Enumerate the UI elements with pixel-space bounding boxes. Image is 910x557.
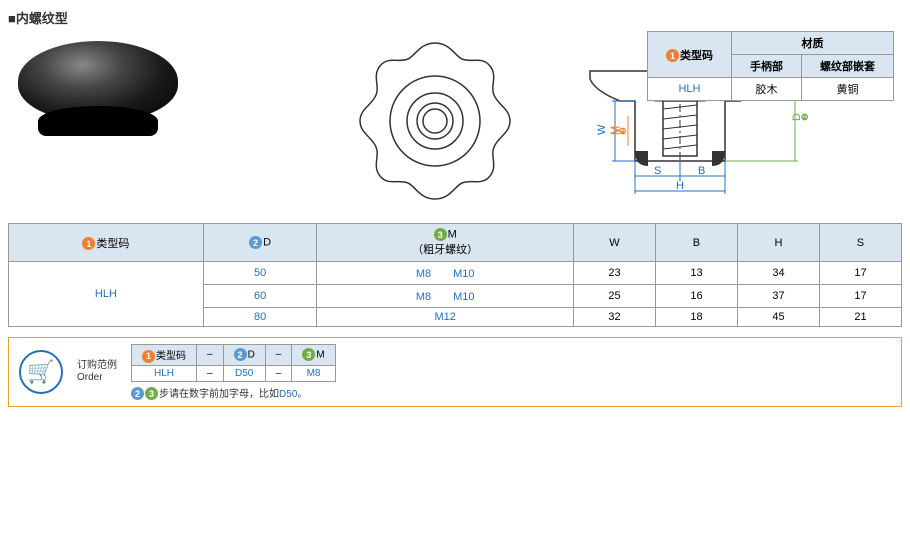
td-B: 16 [655,285,737,308]
td-H: 45 [737,308,819,327]
dim-label-M: M [609,126,621,135]
badge-2-icon: 2 [249,236,262,249]
td-D: 50 [203,262,317,285]
material-table: 1类型码 材质 手柄部 螺纹部嵌套 HLH 胶木 黄铜 [647,31,894,101]
td-H: 34 [737,262,819,285]
td-W: 25 [573,285,655,308]
th-handle: 手柄部 [732,55,802,78]
page-title: ■内螺纹型 [8,8,902,27]
dim-label-S: S [654,165,661,177]
oth-type: 1类型码 [132,345,197,366]
th-type: 1类型码 [648,32,732,78]
td-W: 23 [573,262,655,285]
td-S: 21 [819,308,901,327]
product-photo [8,31,188,171]
order-table: 1类型码 – 2D – 3M HLH – D50 – M8 [131,344,336,382]
td-typecode: HLH [648,78,732,101]
td-B: 18 [655,308,737,327]
td-M: M8 M10 [317,285,574,308]
th-main-M: 3M（粗牙螺纹） [317,224,574,262]
otd-M: M8 [292,365,335,381]
th-material: 材质 [732,32,894,55]
th-main-D: 2D [203,224,317,262]
td-S: 17 [819,285,901,308]
oth-M: 3M [292,345,335,366]
td-B: 13 [655,262,737,285]
dim-label-H: H [676,180,684,192]
badge-3-icon: 3 [434,228,447,241]
td-D: 60 [203,285,317,308]
order-table-wrap: 1类型码 – 2D – 3M HLH – D50 – M8 23步请在数字前加字… [131,344,336,400]
dim-label-D: D [791,113,803,121]
th-main-S: S [819,224,901,262]
oth-dash: – [265,345,292,366]
td-W: 32 [573,308,655,327]
diagram-top-view [350,31,520,201]
otd-type: HLH [132,365,197,381]
order-note: 23步请在数字前加字母，比如D50。 [131,385,336,401]
oth-dash: – [197,345,224,366]
td-H: 37 [737,285,819,308]
badge-1-icon: 1 [142,350,155,363]
oth-D: 2D [223,345,265,366]
td-type: HLH [9,262,204,327]
spec-table: 1类型码 2D 3M（粗牙螺纹） W B H S HLH 50 M8 M10 2… [8,223,902,327]
order-heading: 订购范例 Order [77,360,117,384]
badge-1-icon: 1 [666,49,679,62]
otd-D: D50 [223,365,265,381]
top-section: W M ❸ M ❷ D [8,31,902,211]
th-insert: 螺纹部嵌套 [802,55,894,78]
th-main-type: 1类型码 [9,224,204,262]
otd-dash: – [265,365,292,381]
product-shape [18,41,178,121]
dim-label-W: W [596,124,608,135]
otd-dash: – [197,365,224,381]
order-example-box: 🛒 订购范例 Order 1类型码 – 2D – 3M HLH – D50 – [8,337,902,407]
badge-1-icon: 1 [82,237,95,250]
td-handle-mat: 胶木 [732,78,802,101]
td-D: 80 [203,308,317,327]
badge-3-icon: 3 [302,348,315,361]
table-row: HLH 50 M8 M10 23 13 34 17 [9,262,902,285]
badge-2-icon: 2 [234,348,247,361]
badge-2-icon: 2 [131,387,144,400]
cart-icon: 🛒 [19,350,63,394]
dim-label-B: B [698,165,705,177]
td-M: M8 M10 [317,262,574,285]
badge-3-icon: 3 [145,387,158,400]
td-S: 17 [819,262,901,285]
td-insert-mat: 黄铜 [802,78,894,101]
td-M: M12 [317,308,574,327]
